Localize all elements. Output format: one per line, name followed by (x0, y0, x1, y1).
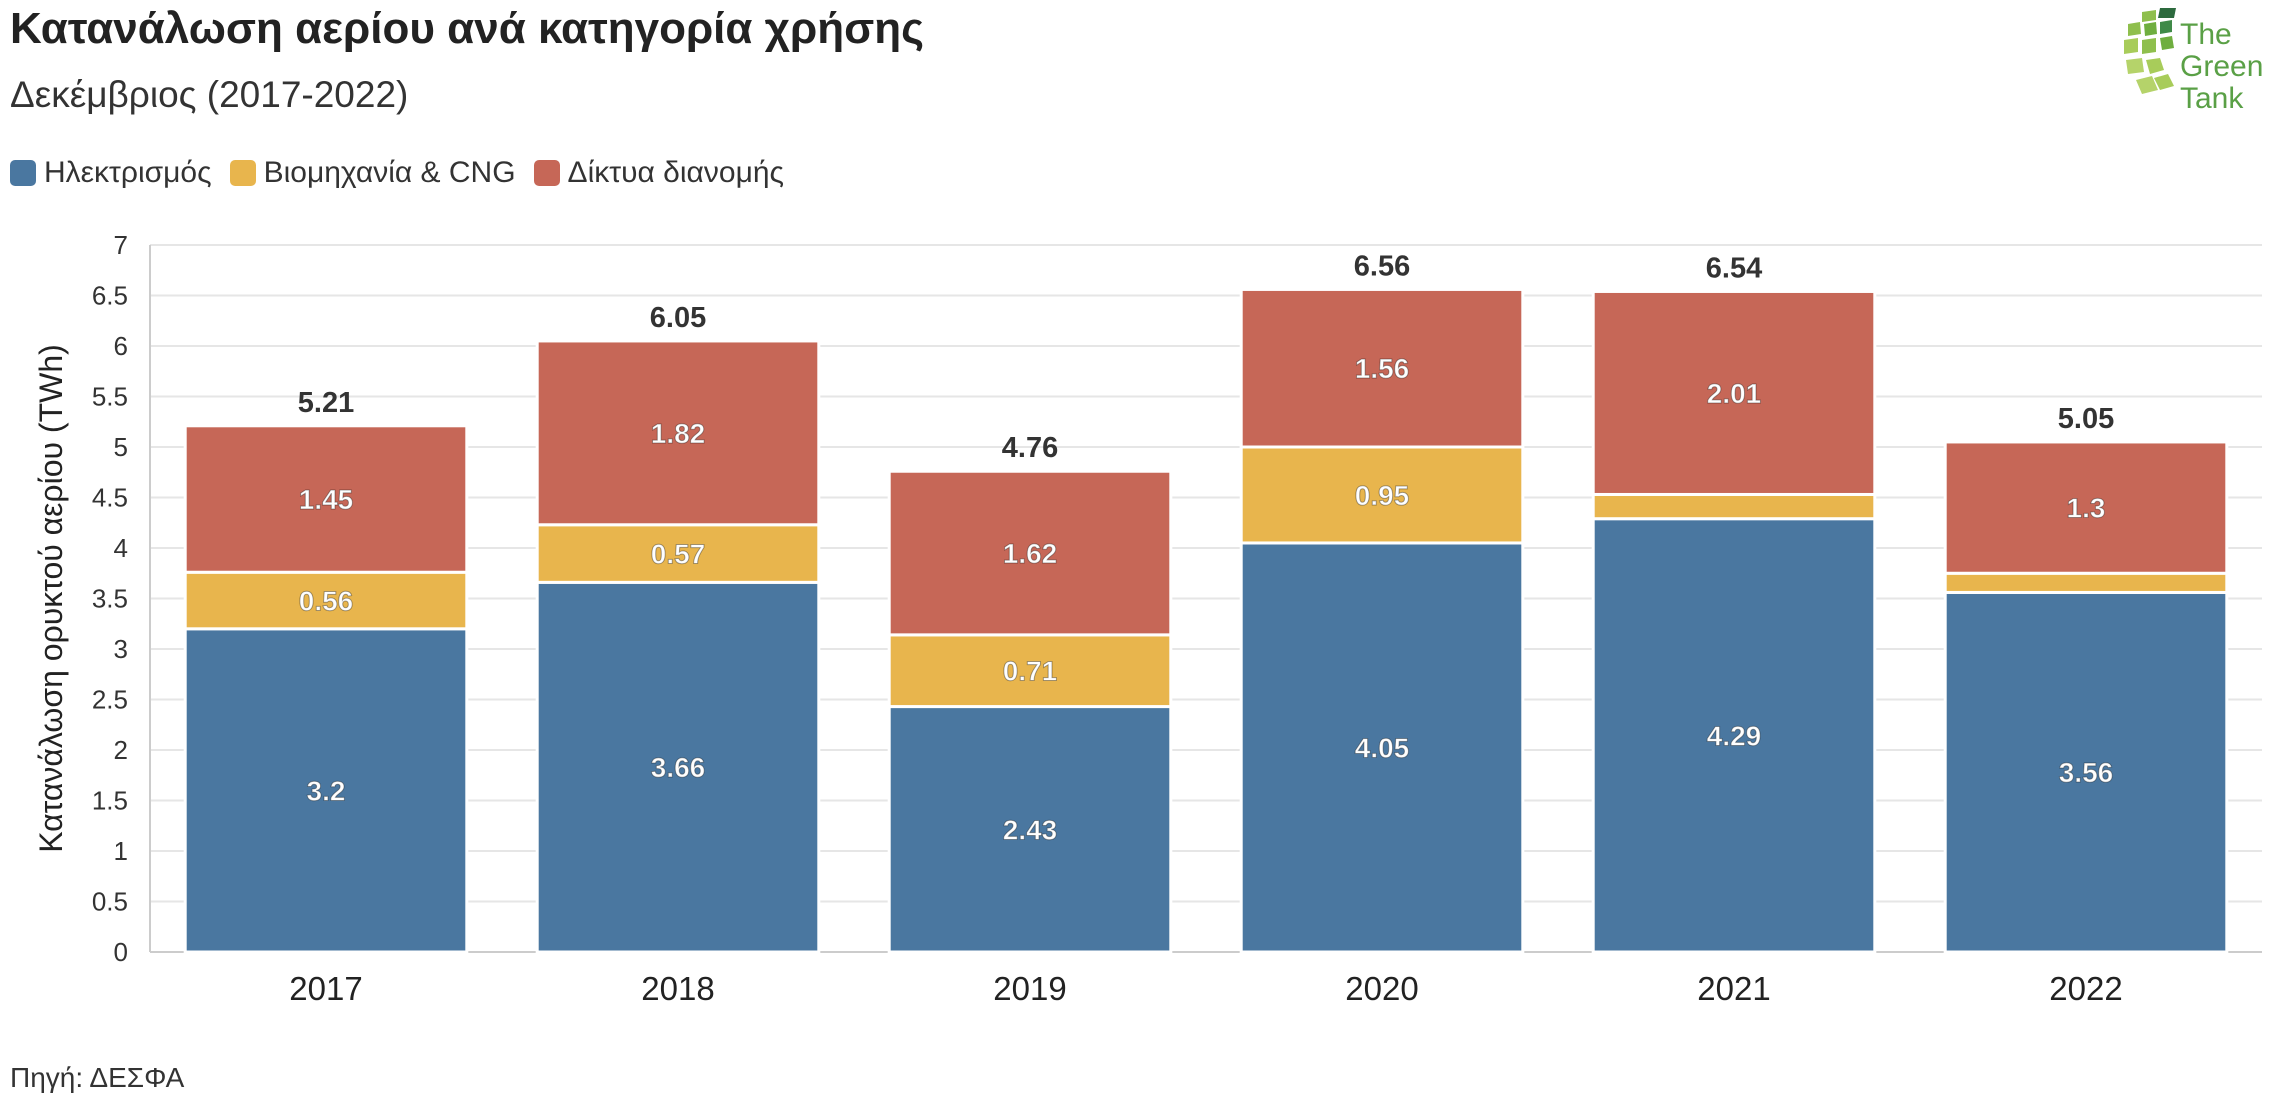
bar-segment (1943, 590, 2229, 954)
segment-value-label: 1.62 (1003, 538, 1058, 569)
x-tick-label: 2021 (1697, 970, 1770, 1007)
y-axis-title: Κατανάλωση ορυκτού αερίου (TWh) (33, 344, 69, 853)
legend-swatch-industry (229, 160, 256, 186)
x-tick-label: 2022 (2049, 970, 2122, 1007)
logo-text-the: The (2180, 18, 2232, 51)
y-tick-label: 5.5 (92, 382, 128, 412)
total-value-label: 5.05 (2058, 403, 2114, 435)
logo-text-tank: Tank (2180, 82, 2244, 115)
segment-value-label: 1.82 (651, 418, 706, 449)
total-value-label: 6.05 (650, 302, 706, 334)
y-tick-label: 4.5 (92, 483, 128, 513)
segment-value-label: 2.01 (1707, 378, 1762, 409)
segment-value-label: 3.56 (2059, 757, 2114, 788)
bar-segment (183, 424, 469, 574)
bar-segment (887, 469, 1173, 637)
source-note: Πηγή: ΔΕΣΦΑ (10, 1062, 185, 1093)
bar-segment (1591, 492, 1877, 521)
y-tick-label: 3.5 (92, 584, 128, 614)
total-value-label: 6.54 (1706, 252, 1762, 284)
y-tick-label: 0 (114, 937, 128, 967)
segment-value-label: 2.43 (1003, 814, 1058, 845)
logo-text-green: Green (2180, 50, 2263, 83)
bar-segment (1591, 289, 1877, 496)
segment-value-label: 0.56 (299, 586, 354, 617)
y-tick-label: 2.5 (92, 685, 128, 715)
logo-leaf-mark (2124, 8, 2176, 94)
bar-segment (535, 339, 821, 527)
chart-title: Κατανάλωση αερίου ανά κατηγορία χρήσης (10, 4, 924, 53)
bar-segment (183, 627, 469, 954)
y-tick-label: 0.5 (92, 887, 128, 917)
y-tick-label: 3 (114, 634, 128, 664)
total-value-label: 5.21 (298, 387, 354, 419)
green-tank-logo: The Green Tank (2124, 8, 2263, 115)
total-value-label: 4.76 (1002, 432, 1058, 464)
bar-segment (535, 523, 821, 584)
segment-value-label: 1.3 (2067, 493, 2106, 524)
y-tick-label: 4 (114, 533, 128, 563)
y-tick-label: 2 (114, 735, 128, 765)
chart-subtitle: Δεκέμβριος (2017-2022) (10, 74, 409, 115)
legend-item-distribution[interactable]: Δίκτυα διανομής (533, 156, 785, 190)
bar-segment (183, 570, 469, 631)
x-tick-label: 2019 (993, 970, 1066, 1007)
y-tick-label: 7 (114, 230, 128, 260)
bar-segment (1943, 440, 2229, 575)
bar-segment (1591, 517, 1877, 954)
segment-value-label: 0.95 (1355, 480, 1410, 511)
segment-value-label: 4.05 (1355, 732, 1410, 763)
segment-value-label: 4.29 (1707, 720, 1762, 751)
x-tick-label: 2018 (641, 970, 714, 1007)
legend-label-industry: Βιομηχανία & CNG (263, 156, 516, 189)
legend: Ηλεκτρισμός Βιομηχανία & CNG Δίκτυα διαν… (10, 156, 802, 190)
total-value-label: 6.56 (1354, 250, 1410, 282)
segment-value-label: 3.2 (307, 775, 346, 806)
legend-item-electricity[interactable]: Ηλεκτρισμός (10, 156, 212, 190)
y-tick-label: 5 (114, 432, 128, 462)
bar-segment (1239, 287, 1525, 449)
bar-segment (535, 580, 821, 954)
bar-segment (1943, 571, 2229, 594)
segment-value-label: 0.57 (651, 539, 706, 570)
legend-item-industry[interactable]: Βιομηχανία & CNG (229, 156, 516, 190)
segment-value-label: 1.56 (1355, 353, 1410, 384)
legend-label-electricity: Ηλεκτρισμός (44, 156, 212, 189)
segment-value-label: 0.71 (1003, 656, 1058, 687)
y-tick-label: 6 (114, 331, 128, 361)
segment-value-label: 3.66 (651, 752, 706, 783)
x-tick-label: 2020 (1345, 970, 1418, 1007)
segment-value-label: 1.45 (299, 484, 354, 515)
legend-swatch-distribution (533, 160, 560, 186)
y-tick-label: 6.5 (92, 281, 128, 311)
legend-label-distribution: Δίκτυα διανομής (567, 156, 785, 189)
bar-segment (887, 705, 1173, 954)
bar-segment (1239, 445, 1525, 545)
y-tick-label: 1.5 (92, 786, 128, 816)
y-tick-label: 1 (114, 836, 128, 866)
x-tick-label: 2017 (289, 970, 362, 1007)
legend-swatch-electricity (10, 160, 36, 186)
